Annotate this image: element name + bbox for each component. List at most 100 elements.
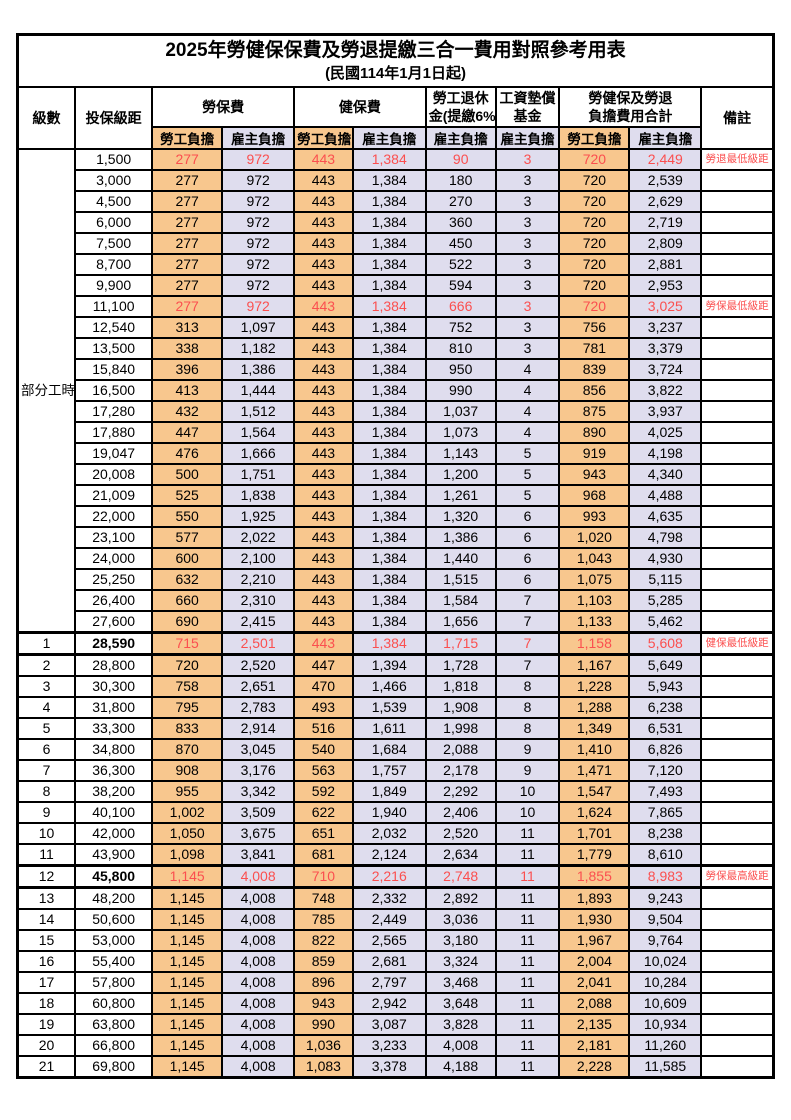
fee-value-cell: 11 bbox=[494, 971, 561, 994]
fee-value-cell: 4,008 bbox=[221, 950, 296, 973]
fee-value-cell: 540 bbox=[293, 738, 354, 761]
fee-value-cell: 720 bbox=[558, 253, 631, 276]
fee-value-cell: 1,384 bbox=[351, 589, 427, 612]
fee-value-cell: 493 bbox=[293, 696, 354, 719]
fee-value-cell: 972 bbox=[221, 295, 296, 318]
fee-value-cell: 432 bbox=[151, 400, 224, 423]
salary-bracket-cell: 25,250 bbox=[74, 568, 154, 591]
fee-value-cell: 443 bbox=[293, 568, 354, 591]
fee-value-cell: 1,515 bbox=[424, 568, 497, 591]
fee-value-cell: 1,386 bbox=[424, 526, 497, 549]
fee-value-cell: 1,158 bbox=[558, 631, 631, 656]
fee-value-cell: 11 bbox=[494, 929, 561, 952]
level-cell: 11 bbox=[16, 843, 77, 867]
table-row: 24,000 600 2,100 443 1,384 1,440 6 1,043 4,930 bbox=[18, 547, 775, 570]
fee-value-cell: 3 bbox=[494, 337, 561, 360]
fee-value-cell: 3,379 bbox=[628, 337, 703, 360]
fee-value-cell: 972 bbox=[221, 232, 296, 255]
fee-value-cell: 1,838 bbox=[221, 484, 296, 507]
table-row: 8 38,200 955 3,342 592 1,849 2,292 10 1,547 7,493 bbox=[16, 780, 775, 803]
page-title: 2025年勞健保保費及勞退提繳三合一費用對照參考用表 bbox=[165, 40, 626, 61]
fee-value-cell: 752 bbox=[424, 316, 497, 339]
fee-value-cell: 1,145 bbox=[151, 864, 224, 889]
fee-value-cell: 1,539 bbox=[351, 696, 427, 719]
fee-value-cell: 1,320 bbox=[424, 505, 497, 528]
fee-value-cell: 1,547 bbox=[558, 780, 631, 803]
fee-value-cell: 3,237 bbox=[628, 316, 703, 339]
fee-value-cell: 1,410 bbox=[558, 738, 631, 761]
fee-value-cell: 4,798 bbox=[628, 526, 703, 549]
fee-value-cell: 1,384 bbox=[351, 568, 427, 591]
fee-value-cell: 277 bbox=[151, 148, 224, 171]
fee-value-cell: 1,967 bbox=[558, 929, 631, 952]
fee-value-cell: 2,004 bbox=[558, 950, 631, 973]
level-cell: 1 bbox=[16, 631, 77, 656]
fee-value-cell: 1,036 bbox=[293, 1034, 354, 1057]
fee-value-cell: 2,881 bbox=[628, 253, 703, 276]
fee-value-cell: 3,937 bbox=[628, 400, 703, 423]
level-cell: 19 bbox=[16, 1013, 77, 1036]
salary-bracket-cell: 22,000 bbox=[74, 505, 154, 528]
remark-cell bbox=[700, 253, 775, 276]
fee-value-cell: 8 bbox=[494, 717, 561, 740]
fee-value-cell: 443 bbox=[293, 442, 354, 465]
fee-value-cell: 1,666 bbox=[221, 442, 296, 465]
fee-value-cell: 11 bbox=[494, 1055, 561, 1079]
table-row: 12 45,800 1,145 4,008 710 2,216 2,748 11 1,855 8,… bbox=[16, 864, 775, 889]
remark-cell bbox=[700, 484, 775, 507]
fee-value-cell: 8,238 bbox=[628, 822, 703, 845]
remark-cell bbox=[700, 992, 775, 1015]
fee-value-cell: 443 bbox=[293, 484, 354, 507]
salary-bracket-cell: 45,800 bbox=[74, 864, 154, 889]
fee-value-cell: 5,115 bbox=[628, 568, 703, 591]
salary-bracket-cell: 50,600 bbox=[74, 908, 154, 931]
fee-value-cell: 1,145 bbox=[151, 950, 224, 973]
fee-value-cell: 6 bbox=[494, 505, 561, 528]
fee-value-cell: 413 bbox=[151, 379, 224, 402]
table-row: 4 31,800 795 2,783 493 1,539 1,908 8 1,288 6,238 bbox=[16, 696, 775, 719]
fee-value-cell: 277 bbox=[151, 253, 224, 276]
fee-value-cell: 1,925 bbox=[221, 505, 296, 528]
fee-value-cell: 1,384 bbox=[351, 400, 427, 423]
remark-cell bbox=[700, 759, 775, 782]
salary-bracket-cell: 60,800 bbox=[74, 992, 154, 1015]
fee-value-cell: 577 bbox=[151, 526, 224, 549]
fee-value-cell: 758 bbox=[151, 675, 224, 698]
fee-value-cell: 1,471 bbox=[558, 759, 631, 782]
fee-value-cell: 1,728 bbox=[424, 653, 497, 677]
table-row: 7,500 277 972 443 1,384 450 3 720 2,809 bbox=[18, 232, 775, 255]
fee-value-cell: 9,504 bbox=[628, 908, 703, 931]
fee-value-cell: 2,088 bbox=[424, 738, 497, 761]
fee-value-cell: 2,634 bbox=[424, 843, 497, 867]
fee-value-cell: 11 bbox=[494, 822, 561, 845]
fee-value-cell: 2,332 bbox=[351, 886, 427, 910]
table-row: 19,047 476 1,666 443 1,384 1,143 5 919 4,198 bbox=[18, 442, 775, 465]
fee-value-cell: 1,624 bbox=[558, 801, 631, 824]
fee-value-cell: 1,384 bbox=[351, 484, 427, 507]
fee-value-cell: 1,103 bbox=[558, 589, 631, 612]
salary-bracket-cell: 28,800 bbox=[74, 653, 154, 677]
fee-value-cell: 1,908 bbox=[424, 696, 497, 719]
fee-value-cell: 11 bbox=[494, 1034, 561, 1057]
fee-value-cell: 968 bbox=[558, 484, 631, 507]
salary-bracket-cell: 21,009 bbox=[74, 484, 154, 507]
fee-value-cell: 1,701 bbox=[558, 822, 631, 845]
subheader-labor-employer: 雇主負擔 bbox=[221, 126, 296, 150]
fee-value-cell: 396 bbox=[151, 358, 224, 381]
salary-bracket-cell: 7,500 bbox=[74, 232, 154, 255]
fee-value-cell: 1,930 bbox=[558, 908, 631, 931]
fee-value-cell: 5,943 bbox=[628, 675, 703, 698]
salary-bracket-cell: 69,800 bbox=[74, 1055, 154, 1079]
salary-bracket-cell: 36,300 bbox=[74, 759, 154, 782]
fee-value-cell: 443 bbox=[293, 337, 354, 360]
fee-value-cell: 859 bbox=[293, 950, 354, 973]
remark-cell bbox=[700, 696, 775, 719]
table-row: 16,500 413 1,444 443 1,384 990 4 856 3,822 bbox=[18, 379, 775, 402]
fee-value-cell: 277 bbox=[151, 274, 224, 297]
fee-value-cell: 2,719 bbox=[628, 211, 703, 234]
fee-value-cell: 443 bbox=[293, 295, 354, 318]
fee-value-cell: 6,826 bbox=[628, 738, 703, 761]
fee-value-cell: 10 bbox=[494, 780, 561, 803]
fee-value-cell: 2,449 bbox=[628, 148, 703, 171]
table-row: 21,009 525 1,838 443 1,384 1,261 5 968 4,488 bbox=[18, 484, 775, 507]
